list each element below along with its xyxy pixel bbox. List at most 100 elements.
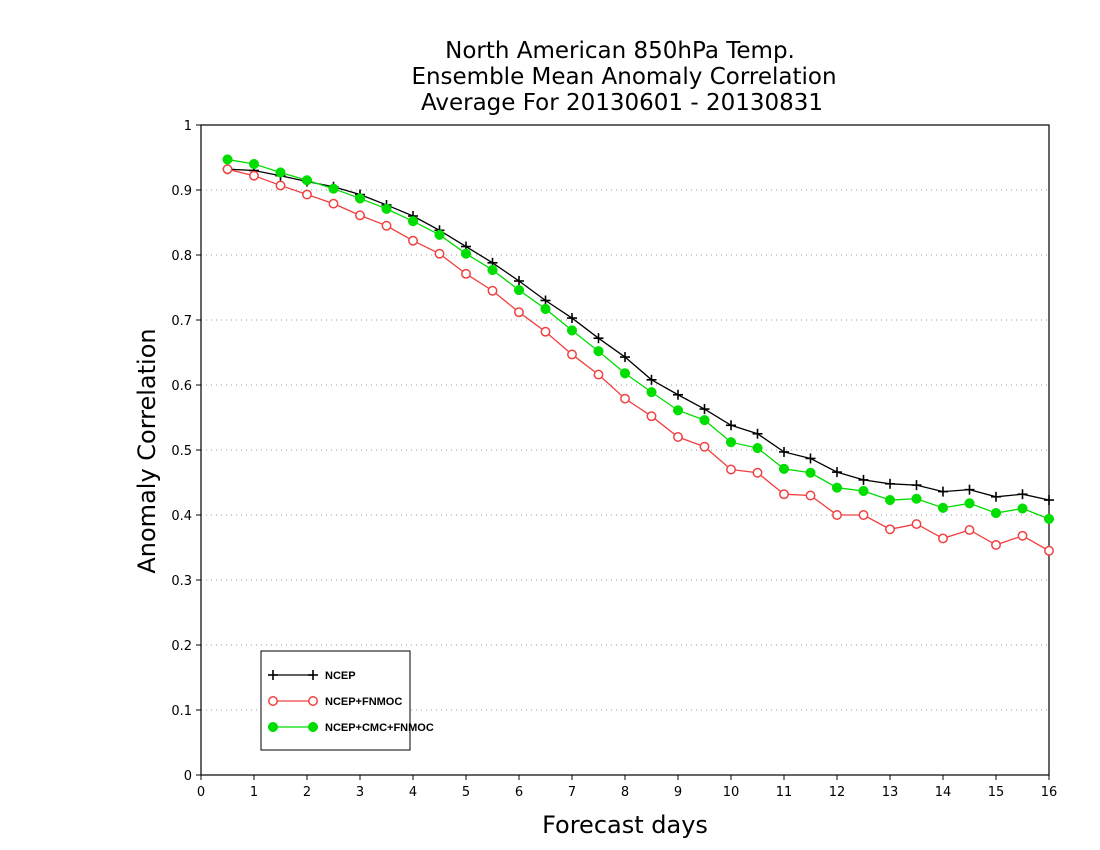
data-point-ncep-fnmoc-8 [434,248,445,259]
series-line-ncep [227,168,1050,501]
x-tick-label-8: 8 [621,785,629,800]
data-point-ncep-cmc-fnmoc-1 [248,158,260,170]
legend: NCEP NCEP+FNMOC NCEP+CMC+FNMOC [260,650,434,751]
data-point-ncep-fnmoc-25 [885,524,895,535]
y-tick-label-5: 0.5 [171,444,192,459]
data-point-ncep-fnmoc-28 [964,525,975,535]
data-point-ncep-19 [726,420,736,431]
data-point-ncep-fnmoc-4 [328,198,339,209]
series-ncep-fnmoc [222,164,1054,556]
data-point-ncep-28 [964,484,975,495]
data-point-ncep-cmc-fnmoc-26 [911,493,922,504]
legend-item-ncep-cmc-fnmoc: NCEP+CMC+FNMOC [267,721,434,734]
x-tick-label-2: 2 [303,785,311,800]
data-point-ncep-cmc-fnmoc-0 [222,154,233,165]
data-point-ncep-cmc-fnmoc-20 [752,443,763,454]
y-axis-title: Anomaly Correlation [133,328,161,573]
data-point-ncep-fnmoc-20 [752,467,763,478]
data-point-ncep-fnmoc-5 [355,210,365,221]
data-point-ncep-cmc-fnmoc-4 [328,183,339,194]
data-point-ncep-fnmoc-16 [646,411,657,422]
x-tick-label-13: 13 [882,785,899,800]
data-point-ncep-fnmoc-31 [1044,545,1054,556]
series-layer [222,154,1055,556]
x-tick-label-5: 5 [462,785,470,800]
x-tick-label-11: 11 [776,785,793,800]
data-point-ncep-cmc-fnmoc-23 [831,482,843,493]
data-point-ncep-fnmoc-12 [540,326,551,337]
x-tick-label-9: 9 [674,785,682,800]
data-point-ncep-cmc-fnmoc-24 [858,485,869,497]
data-point-ncep-cmc-fnmoc-13 [566,325,578,336]
data-point-ncep-cmc-fnmoc-11 [513,285,525,296]
data-point-ncep-12 [540,295,551,306]
title-line-3: Average For 20130601 - 20130831 [421,90,823,116]
data-point-ncep-cmc-fnmoc-6 [381,203,392,214]
data-point-ncep-fnmoc-7 [408,235,418,246]
data-point-ncep-fnmoc-11 [514,307,524,318]
data-point-ncep-cmc-fnmoc-12 [540,303,551,315]
data-point-ncep-fnmoc-26 [911,519,922,530]
data-point-ncep-fnmoc-27 [938,533,948,544]
legend-label-ncep: NCEP [325,670,356,682]
data-point-ncep-cmc-fnmoc-27 [937,502,949,513]
data-point-ncep-fnmoc-0 [222,164,233,175]
grid [201,189,1049,711]
data-point-ncep-cmc-fnmoc-22 [805,467,816,478]
data-point-ncep-fnmoc-24 [858,510,869,520]
data-point-ncep-cmc-fnmoc-5 [354,193,366,204]
data-point-ncep-cmc-fnmoc-31 [1043,513,1055,524]
y-tick-label-0: 0 [184,769,192,784]
data-point-ncep-29 [991,491,1001,502]
data-point-ncep-fnmoc-22 [805,490,816,501]
y-tick-label-4: 0.4 [171,509,192,524]
legend-marker-start-ncep [268,670,278,680]
data-point-ncep-26 [911,480,922,491]
x-tick-label-10: 10 [723,785,740,800]
data-point-ncep-fnmoc-13 [567,349,577,360]
y-tick-label-6: 0.6 [171,379,192,394]
data-point-ncep-cmc-fnmoc-10 [487,264,498,276]
legend-item-ncep-fnmoc: NCEP+FNMOC [268,696,402,708]
data-point-ncep-cmc-fnmoc-18 [699,415,710,426]
legend-marker-start-ncep-fnmoc [268,696,278,706]
data-point-ncep-20 [752,428,763,439]
x-tick-label-4: 4 [409,785,417,800]
data-point-ncep-cmc-fnmoc-7 [407,216,419,227]
y-axis: 0 0.1 0.2 0.3 0.4 0.5 0.6 0.7 0.8 0.9 1 [171,119,201,784]
data-point-ncep-11 [514,276,524,286]
x-tick-label-12: 12 [829,785,846,800]
x-tick-label-3: 3 [356,785,364,800]
data-point-ncep-fnmoc-30 [1017,530,1028,541]
y-tick-label-7: 0.7 [171,314,192,329]
data-point-ncep-cmc-fnmoc-2 [275,167,286,178]
x-tick-label-0: 0 [197,785,205,800]
data-point-ncep-fnmoc-2 [275,180,286,191]
data-point-ncep-27 [938,486,948,497]
data-point-ncep-fnmoc-15 [620,393,630,404]
legend-label-ncep-cmc-fnmoc: NCEP+CMC+FNMOC [325,722,434,734]
data-point-ncep-fnmoc-3 [302,189,312,200]
data-point-ncep-cmc-fnmoc-16 [646,387,657,398]
data-point-ncep-13 [567,313,577,324]
legend-item-ncep: NCEP [268,670,356,682]
data-point-ncep-14 [593,333,604,344]
legend-marker-end-ncep [308,670,318,680]
legend-marker-end-ncep-cmc-fnmoc [307,721,319,733]
x-tick-label-15: 15 [988,785,1005,800]
data-point-ncep-cmc-fnmoc-21 [778,463,790,474]
y-tick-label-2: 0.2 [171,639,192,654]
data-point-ncep-cmc-fnmoc-14 [593,346,604,357]
y-tick-label-1: 0.1 [171,704,192,719]
data-point-ncep-fnmoc-10 [487,285,498,296]
x-tick-label-1: 1 [250,785,258,800]
data-point-ncep-24 [858,474,869,485]
title-line-2: Ensemble Mean Anomaly Correlation [411,64,836,90]
data-point-ncep-22 [805,453,816,464]
data-point-ncep-cmc-fnmoc-3 [301,175,313,186]
x-tick-label-14: 14 [935,785,952,800]
data-point-ncep-15 [620,352,630,363]
y-tick-label-10: 1 [184,119,192,134]
data-point-ncep-23 [832,467,842,478]
data-point-ncep-cmc-fnmoc-8 [434,229,445,240]
